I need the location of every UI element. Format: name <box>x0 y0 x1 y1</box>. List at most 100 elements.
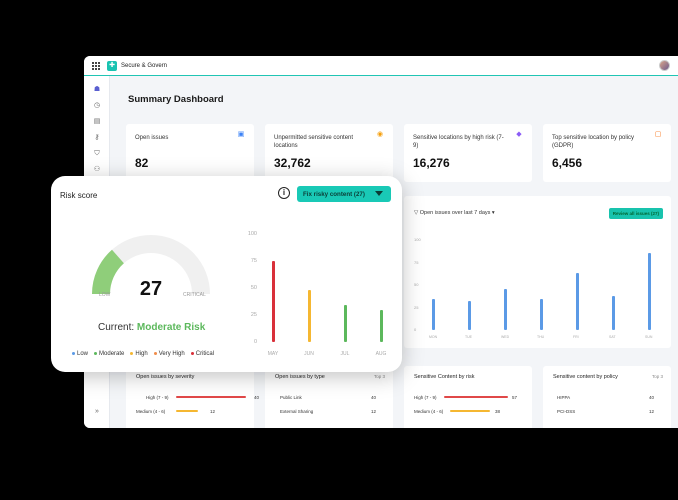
row-value: 40 <box>649 395 655 400</box>
row-value: 40 <box>371 395 377 400</box>
home-icon[interactable]: ☗ <box>93 86 101 93</box>
fix-risky-content-button[interactable]: Fix risky content (27) <box>297 186 391 202</box>
current-level: Moderate Risk <box>136 322 206 333</box>
stat-label: Top sensitive location by policy (GDPR) <box>552 135 635 149</box>
current-risk: Current: Moderate Risk <box>98 322 205 333</box>
issues-chart-card: ▽ Open issues over last 7 days ▾ Review … <box>404 196 671 348</box>
app-launcher-icon[interactable] <box>92 61 100 70</box>
legend-dot <box>190 351 194 355</box>
y-tick-label: 75 <box>250 258 257 264</box>
shield-icon[interactable]: ⛉ <box>94 150 100 157</box>
document-icon[interactable]: ▤ <box>93 118 101 125</box>
current-prefix: Current: <box>98 322 135 333</box>
y-tick-label: 50 <box>250 285 257 291</box>
gauge-critical-label: CRITICAL <box>183 292 206 298</box>
app-title: Secure & Govern <box>121 62 168 69</box>
risk-score-value: 27 <box>139 278 163 300</box>
issues-bar <box>432 298 435 330</box>
alert-icon: ◉ <box>376 131 384 138</box>
x-tick-label: MAY <box>267 351 279 357</box>
x-tick-label: SAT <box>609 335 616 339</box>
clipboard-icon: ▣ <box>237 131 245 138</box>
risk-bar <box>344 305 347 342</box>
y-tick-label: 0 <box>253 339 257 345</box>
issues-bar <box>576 273 579 330</box>
y-tick-label: 50 <box>414 282 419 287</box>
x-tick-label: JUN <box>304 351 314 357</box>
row-label: HIPPA <box>557 395 571 400</box>
policy-card: Sensitive content by policy Top 3 HIPPA … <box>543 366 671 428</box>
stat-card-open-issues[interactable]: Open issues ▣ 82 <box>126 124 254 182</box>
app-logo-icon: ✚ <box>107 60 117 71</box>
people-icon[interactable]: ⚇ <box>93 166 101 173</box>
clock-icon[interactable]: ◷ <box>93 102 101 109</box>
risk-bar <box>380 309 383 342</box>
issues-filter-dropdown[interactable]: ▽ Open issues over last 7 days ▾ <box>414 210 495 216</box>
stat-card-high-risk[interactable]: Sensitive locations by high risk (7-9) ◆… <box>404 124 532 182</box>
row-value: 40 <box>254 395 260 400</box>
row-value: 38 <box>495 409 501 414</box>
legend-item: High <box>130 351 148 357</box>
issues-bar <box>504 288 507 330</box>
row-label: High (7 - 9) <box>414 395 437 400</box>
top-3-label: Top 3 <box>651 374 663 379</box>
collapse-nav-icon[interactable]: » <box>95 408 99 415</box>
row-label: High (7 - 9) <box>146 395 169 400</box>
y-tick-label: 75 <box>414 259 419 265</box>
issues-bar <box>468 301 471 330</box>
legend-item: Critical <box>190 351 215 357</box>
legend-dot <box>153 351 157 355</box>
pin-icon: ◆ <box>516 131 522 138</box>
y-tick-label: 100 <box>247 231 257 237</box>
policy-icon: ▢ <box>654 131 662 138</box>
key-icon[interactable]: ⚷ <box>94 134 100 141</box>
x-tick-label: TUE <box>465 335 472 339</box>
filter-label: Open issues over last 7 days <box>419 210 491 216</box>
page-title: Summary Dashboard <box>128 94 224 105</box>
row-value: 12 <box>371 409 377 414</box>
legend-dot <box>94 351 98 355</box>
gauge-low-label: LOW <box>99 292 111 298</box>
y-tick-label: 0 <box>414 327 417 332</box>
stat-card-unpermitted[interactable]: Unpermitted sensitive content locations … <box>265 124 393 182</box>
legend-label: Low <box>77 351 89 357</box>
severity-bar-medium <box>176 410 198 412</box>
avatar[interactable] <box>659 60 670 71</box>
row-label: PCI-DSS <box>557 409 576 414</box>
caret-down-icon <box>375 191 383 196</box>
chevron-down-icon: ▾ <box>491 210 495 216</box>
risk-score-title: Risk score <box>60 191 98 200</box>
risk-bar-high <box>444 396 508 398</box>
fix-button-label: Fix risky content (27) <box>303 190 365 198</box>
row-value: 12 <box>210 409 216 414</box>
y-tick-label: 100 <box>414 237 421 242</box>
x-tick-label: WED <box>501 335 510 339</box>
stat-label: Sensitive locations by high risk (7-9) <box>413 135 504 149</box>
legend-label: High <box>135 351 148 357</box>
row-label: External Sharing <box>280 409 314 414</box>
sensitive-risk-card: Sensitive Content by risk High (7 - 9) 5… <box>404 366 532 428</box>
legend-item: Very High <box>153 351 185 357</box>
info-icon[interactable]: i <box>278 187 290 199</box>
review-all-issues-button[interactable]: Review all issues (27) <box>608 208 663 219</box>
legend-label: Very High <box>158 351 185 357</box>
card-title: Open issues by severity <box>136 374 195 380</box>
filter-icon: ▽ <box>414 210 419 216</box>
card-title: Sensitive content by policy <box>553 374 618 380</box>
issues-bar <box>648 252 651 330</box>
stat-value: 16,276 <box>413 156 450 170</box>
risk-score-card: Risk score i Fix risky content (27) 27 L… <box>51 176 402 372</box>
issues-bar <box>612 295 615 330</box>
stat-card-top-policy[interactable]: Top sensitive location by policy (GDPR) … <box>543 124 671 182</box>
legend-dot <box>130 351 134 355</box>
y-tick-label: 25 <box>414 304 419 310</box>
legend-label: Critical <box>195 351 215 357</box>
stat-label: Open issues <box>135 135 169 141</box>
row-label: Medium (4 - 6) <box>136 409 166 414</box>
gauge-fill <box>92 249 125 295</box>
x-tick-label: AUG <box>375 351 387 357</box>
risk-bar <box>308 290 311 342</box>
y-tick-label: 25 <box>250 312 257 318</box>
stat-value: 6,456 <box>552 156 583 170</box>
